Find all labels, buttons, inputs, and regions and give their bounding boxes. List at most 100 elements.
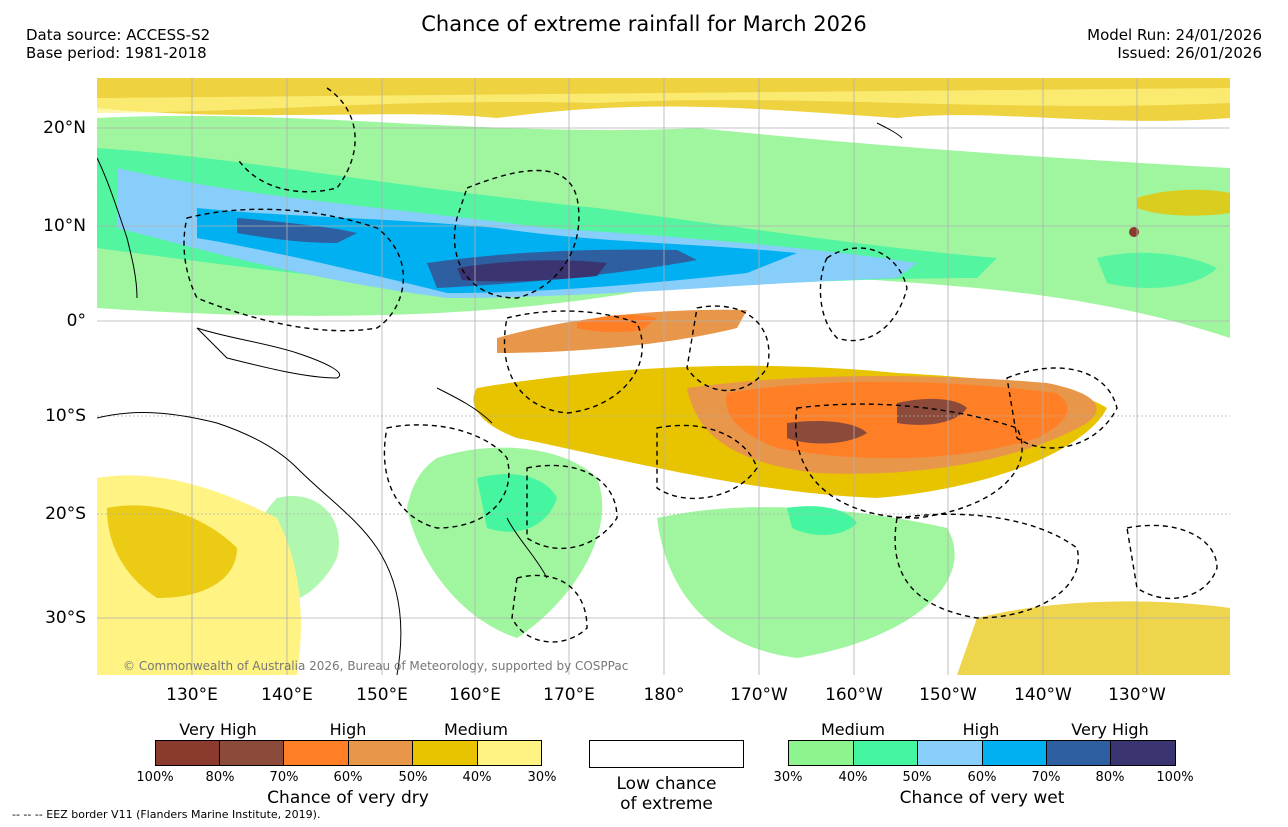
wet-swatch-30-40 — [788, 740, 854, 766]
dry-tick-30: 30% — [527, 770, 557, 785]
lon-label-130w: 130°W — [1108, 685, 1166, 705]
rainfall-shading — [97, 78, 1230, 675]
dry-high-equator-core — [577, 314, 657, 333]
low-chance-label: Low chance of extreme — [589, 774, 744, 814]
eez-guam — [236, 87, 356, 193]
eez-line-islands — [819, 247, 908, 342]
wet-swatch-80-100 — [1110, 740, 1176, 766]
rainfall-map: © Commonwealth of Australia 2026, Bureau… — [97, 78, 1230, 675]
eez-french-polynesia-north — [1006, 367, 1118, 449]
solomon-islands — [436, 387, 493, 424]
eez-borders — [183, 87, 1218, 643]
north-dry-light — [97, 88, 1230, 113]
eez-footnote: -- -- -- EEZ border V11 (Flanders Marine… — [12, 808, 321, 821]
lon-label-150w: 150°W — [919, 685, 977, 705]
issued-date: Issued: 26/01/2026 — [1117, 44, 1262, 62]
lat-label-equator: 0° — [66, 311, 86, 331]
lon-label-140w: 140°W — [1014, 685, 1072, 705]
dry-tick-40: 40% — [462, 770, 492, 785]
map-copyright: © Commonwealth of Australia 2026, Bureau… — [123, 659, 628, 673]
dry-swatch-40-30 — [477, 740, 542, 766]
wet-tick-100: 100% — [1156, 770, 1194, 785]
coastlines — [97, 122, 903, 675]
dry-tick-70: 70% — [269, 770, 299, 785]
lon-label-130e: 130°E — [166, 685, 218, 705]
lon-label-180: 180° — [643, 685, 685, 705]
wet-tick-30: 30% — [773, 770, 803, 785]
wet-east-equator — [1097, 252, 1217, 288]
dry-east-north — [1137, 189, 1230, 216]
lon-label-170w: 170°W — [730, 685, 788, 705]
dry-swatch-80-70 — [219, 740, 284, 766]
wet-cat-high: High — [962, 720, 1000, 739]
eez-palau-fsm — [183, 208, 404, 332]
eez-nauru-kiribati — [503, 310, 643, 414]
eez-tuvalu — [656, 424, 758, 500]
lat-label-30s: 30°S — [45, 608, 86, 628]
wet-tick-80: 80% — [1095, 770, 1125, 785]
dry-swatch-60-50 — [348, 740, 413, 766]
dry-very-high-patch-1 — [897, 398, 967, 425]
eez-vanuatu — [526, 464, 618, 550]
base-period: Base period: 1981-2018 — [26, 44, 207, 62]
philippines-coast — [97, 157, 138, 299]
dry-medium-australia — [107, 505, 237, 598]
data-source: Data source: ACCESS-S2 — [26, 26, 211, 44]
wet-swatch-40-50 — [853, 740, 918, 766]
wet-tick-50: 50% — [902, 770, 932, 785]
meta-left: Data source: ACCESS-S2 Base period: 1981… — [26, 26, 210, 62]
wet-cat-medium: Medium — [821, 720, 885, 739]
dry-cat-high: High — [329, 720, 367, 739]
eez-french-polynesia — [894, 513, 1079, 619]
wet-tick-60: 60% — [967, 770, 997, 785]
wet-tick-40: 40% — [838, 770, 868, 785]
wet-medium-high-south-2 — [787, 506, 857, 535]
dry-cat-medium: Medium — [444, 720, 508, 739]
new-guinea-coast — [196, 327, 340, 379]
lat-label-20n: 20°N — [43, 118, 86, 138]
dry-legend-title: Chance of very dry — [267, 788, 429, 808]
lon-label-140e: 140°E — [261, 685, 313, 705]
meta-right: Model Run: 24/01/2026 Issued: 26/01/2026 — [1087, 26, 1262, 62]
model-run: Model Run: 24/01/2026 — [1087, 26, 1262, 44]
wet-very-high-west — [237, 218, 357, 243]
dry-tick-60: 60% — [333, 770, 363, 785]
wet-swatch-50-60 — [917, 740, 983, 766]
wet-swatch-60-70 — [982, 740, 1047, 766]
lat-label-10n: 10°N — [43, 216, 86, 236]
new-caledonia — [506, 517, 548, 579]
wet-medium-high-south — [477, 474, 557, 532]
dry-swatch-50-40 — [412, 740, 478, 766]
dry-tick-80: 80% — [205, 770, 235, 785]
low-chance-line2: of extreme — [620, 794, 713, 814]
lon-label-160w: 160°W — [825, 685, 883, 705]
wet-extreme-core — [457, 260, 607, 282]
gridlines — [97, 78, 1230, 675]
dry-tick-50: 50% — [398, 770, 428, 785]
low-chance-line1: Low chance — [616, 774, 717, 794]
wet-legend-title: Chance of very wet — [899, 788, 1065, 808]
eez-phoenix — [686, 305, 770, 392]
eez-marshall — [453, 169, 580, 299]
dry-very-high-dot — [1129, 227, 1139, 237]
australia-coast — [97, 412, 402, 675]
dry-swatch-100-80 — [155, 740, 220, 766]
eez-pitcairn — [1126, 524, 1218, 600]
wet-medium-south-2 — [657, 507, 955, 658]
wet-tick-70: 70% — [1031, 770, 1061, 785]
hawaii — [876, 122, 903, 139]
chart-title: Chance of extreme rainfall for March 202… — [421, 12, 867, 36]
wet-swatch-70-80 — [1046, 740, 1111, 766]
eez-norfolk — [511, 574, 588, 643]
wet-cat-very-high: Very High — [1071, 720, 1149, 739]
dry-swatch-70-60 — [283, 740, 349, 766]
dry-very-high-patch-2 — [787, 421, 867, 444]
low-chance-swatch — [589, 740, 744, 768]
wet-high-core — [197, 208, 797, 293]
eez-solomons — [383, 424, 510, 529]
lat-label-20s: 20°S — [45, 504, 86, 524]
lon-label-160e: 160°E — [449, 685, 501, 705]
lon-label-170e: 170°E — [543, 685, 595, 705]
dry-tick-100: 100% — [136, 770, 174, 785]
dry-medium-south-east-corner — [957, 601, 1230, 675]
